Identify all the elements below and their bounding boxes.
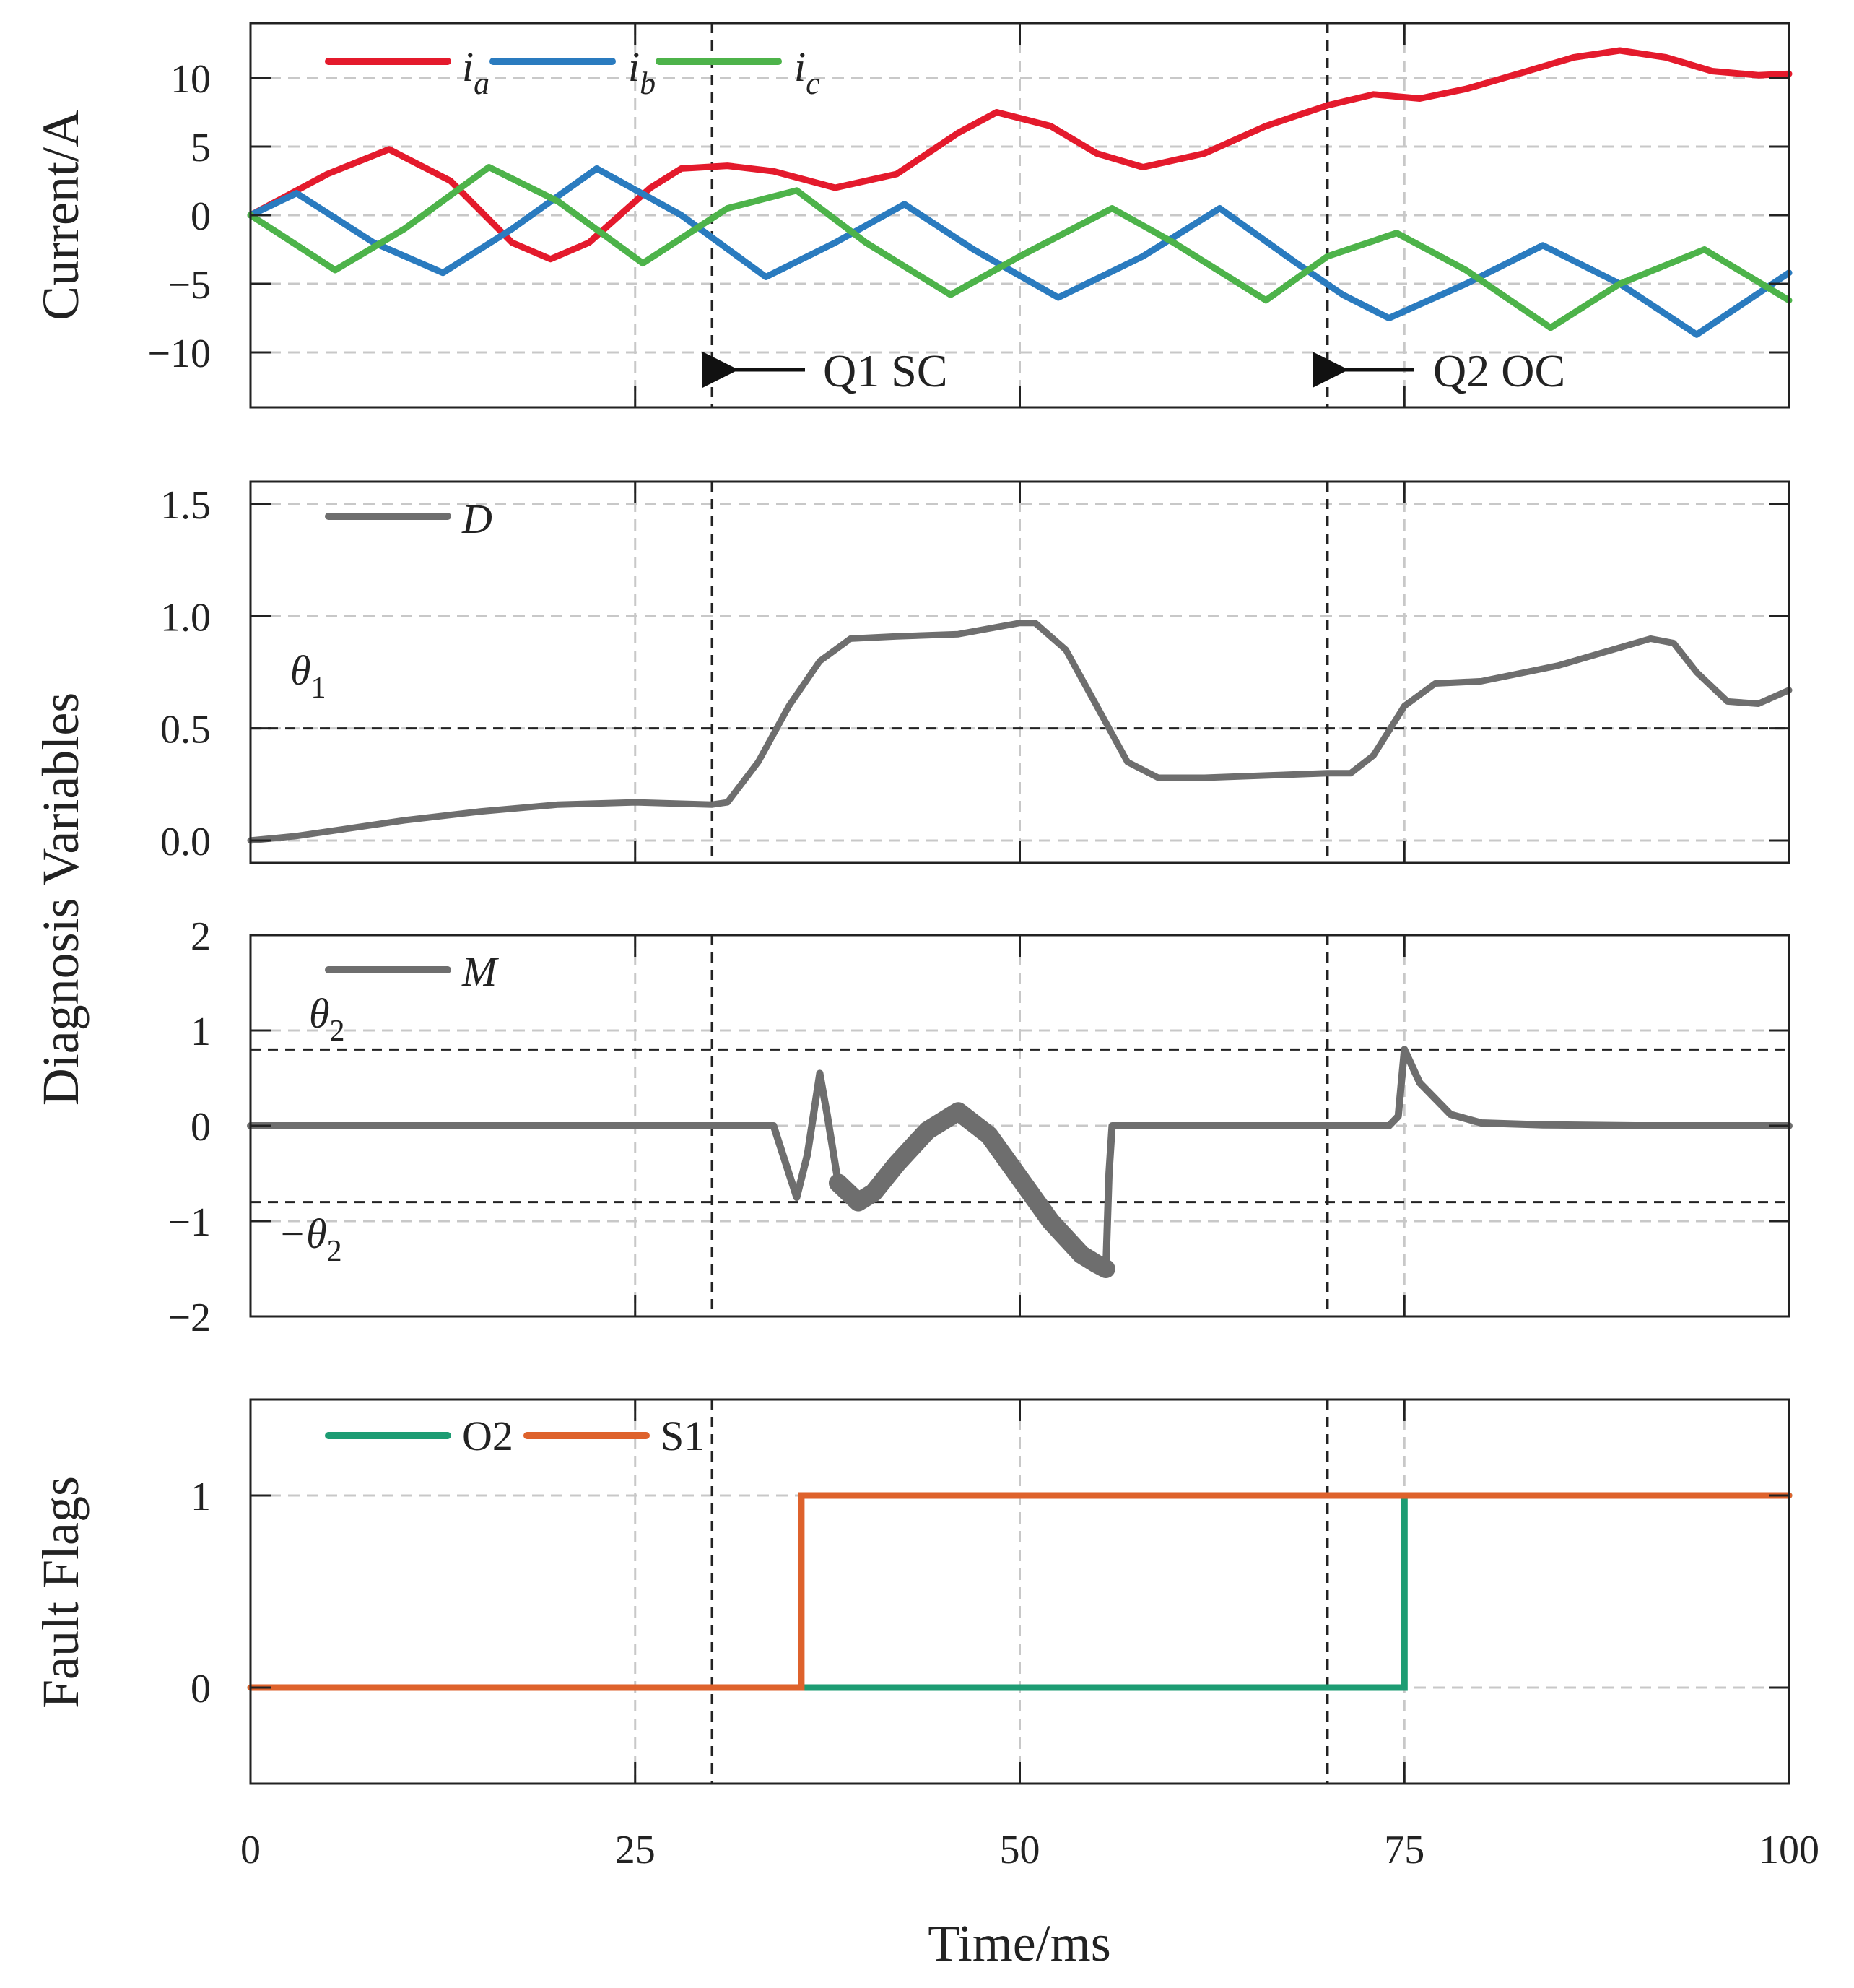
flags-legend: O2 S1 [325, 1412, 705, 1459]
d-frame [249, 480, 1790, 864]
y-tick-label: −10 [147, 331, 211, 376]
annotation-q2-oc: Q2 OC [1313, 345, 1565, 396]
d-series [247, 620, 1793, 844]
d-yticks: 1.5 1.0 0.5 0.0 [160, 483, 1789, 864]
legend-m-label: M [461, 948, 499, 995]
series-line-ib [247, 165, 1793, 338]
y-tick-label: 0 [191, 1105, 211, 1150]
flags-frame [249, 1398, 1790, 1785]
y-tick-label: 0 [191, 194, 211, 239]
theta2-label: θ2 [309, 990, 345, 1048]
flags-ylabel: Fault Flags [32, 1476, 90, 1709]
y-tick-label: 1 [191, 1010, 211, 1054]
y-tick-label: −2 [167, 1295, 211, 1340]
d-grid [251, 482, 1789, 863]
current-yticks: 10 5 0 −5 −10 [147, 57, 1789, 376]
y-tick-label: 1.5 [160, 483, 211, 528]
x-ticks: 0 25 50 75 100 [240, 1828, 1819, 1872]
x-axis-title: Time/ms [928, 1914, 1110, 1972]
flags-panel: O2 S1 10 Fault Flags 0 25 50 75 100 Time/ms [32, 1398, 1819, 1972]
legend-ib-label: ib [628, 43, 656, 101]
flags-yticks: 10 [191, 1475, 1789, 1711]
y-tick-label: 0 [191, 1667, 211, 1711]
x-tick-label: 0 [240, 1828, 261, 1872]
x-tick-label: 25 [615, 1828, 656, 1872]
x-tick-label: 100 [1759, 1828, 1819, 1872]
flags-event-lines [634, 1399, 1406, 1784]
legend-ic-label: ic [794, 43, 820, 101]
annotation-q1-sc: Q1 SC [702, 345, 948, 396]
m-threshold [251, 1048, 1789, 1204]
y-tick-label: 1.0 [160, 595, 211, 640]
annotation-q2-label: Q2 OC [1433, 345, 1565, 396]
m-panel: θ2 −θ2 M 2 1 0 −1 −2 [167, 914, 1793, 1340]
x-tick-label: 50 [1000, 1828, 1040, 1872]
annotation-q1-label: Q1 SC [823, 345, 948, 396]
y-tick-label: 2 [191, 914, 211, 959]
current-series [247, 47, 1793, 338]
m-legend: M [325, 948, 499, 995]
theta1-label: θ1 [290, 647, 326, 705]
legend-d-label: D [461, 495, 492, 542]
m-frame [249, 934, 1790, 1318]
series-band-M [829, 1102, 1115, 1278]
y-tick-label: −5 [167, 263, 211, 308]
y-tick-label: 0.5 [160, 708, 211, 752]
current-ylabel: Current/A [32, 110, 90, 321]
series-line-ic [247, 164, 1793, 331]
y-tick-label: 1 [191, 1475, 211, 1519]
neg-theta2-label: −θ2 [278, 1210, 342, 1268]
series-line-D [247, 620, 1793, 844]
series-line-ia [247, 47, 1793, 263]
y-tick-label: 5 [191, 126, 211, 170]
current-frame [249, 22, 1790, 409]
x-tick-label: 75 [1384, 1828, 1424, 1872]
series-line-S1 [247, 1492, 1793, 1691]
d-event-lines [634, 482, 1406, 863]
flags-series [247, 1492, 1793, 1691]
current-legend: ia ib ic [325, 43, 820, 101]
legend-ia-label: ia [462, 43, 489, 101]
y-tick-label: 0.0 [160, 820, 211, 864]
d-legend: D [325, 495, 492, 542]
legend-o2-label: O2 [462, 1412, 513, 1459]
legend-s1-label: S1 [661, 1412, 705, 1459]
m-series [247, 1046, 1793, 1278]
diagnosis-ylabel: Diagnosis Variables [32, 693, 90, 1106]
current-grid [251, 23, 1789, 407]
y-tick-label: 10 [170, 57, 211, 102]
current-panel: ia ib ic Q1 SC Q2 OC 10 5 0 −5 −10 Current/A [32, 22, 1793, 409]
y-tick-label: −1 [167, 1200, 211, 1245]
d-panel: θ1 D 1.5 1.0 0.5 0.0 [160, 480, 1793, 864]
